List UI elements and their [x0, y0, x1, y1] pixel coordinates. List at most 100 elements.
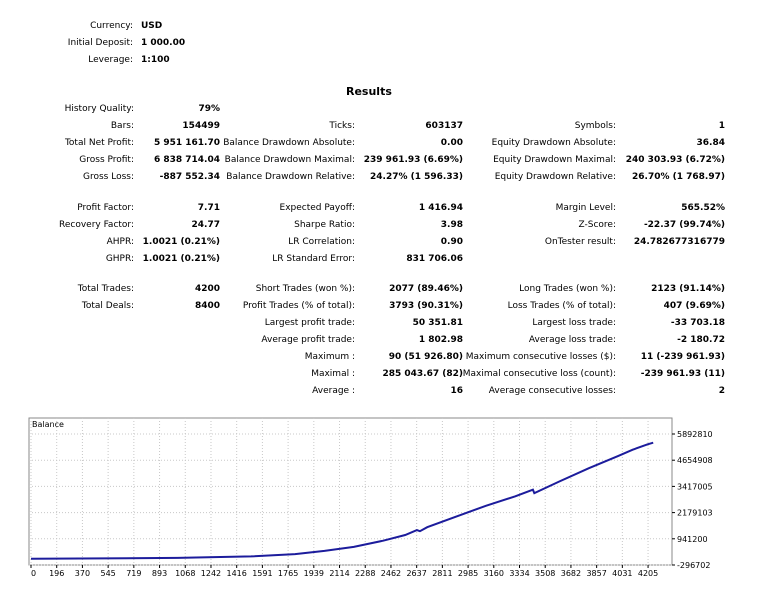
- x-tick-label: 3508: [535, 569, 555, 578]
- y-axis-ticks: 5892810 4654908 3417005 2179103 941200 -29670…: [672, 430, 713, 570]
- x-tick-label: 1416: [227, 569, 247, 578]
- expected-payoff-label: Expected Payoff:: [279, 203, 355, 213]
- largest-loss-value: -33 703.18: [670, 318, 725, 328]
- y-tick-label: 5892810: [677, 430, 713, 439]
- x-tick-label: 3857: [586, 569, 606, 578]
- x-tick-label: 370: [75, 569, 90, 578]
- x-tick-label: 2985: [458, 569, 478, 578]
- x-tick-label: 2462: [381, 569, 401, 578]
- y-tick-label: 2179103: [677, 509, 713, 518]
- lr-correlation-value: 0.90: [440, 237, 463, 247]
- z-score-value: -22.37 (99.74%): [643, 220, 725, 230]
- equity-dd-max-value: 240 303.93 (6.72%): [625, 155, 725, 165]
- balance-dd-max-label: Balance Drawdown Maximal:: [224, 155, 355, 165]
- total-net-profit-label: Total Net Profit:: [64, 138, 134, 148]
- x-tick-label: 1242: [201, 569, 221, 578]
- x-tick-label: 4031: [612, 569, 632, 578]
- currency-label: Currency:: [90, 21, 133, 31]
- expected-payoff-value: 1 416.94: [418, 203, 463, 213]
- gross-loss-value: -887 552.34: [159, 172, 220, 182]
- ahpr-label: AHPR:: [106, 237, 134, 247]
- gross-profit-label: Gross Profit:: [79, 155, 134, 165]
- chart-title: Balance: [32, 420, 64, 429]
- x-tick-label: 893: [152, 569, 167, 578]
- bars-value: 154499: [182, 121, 220, 131]
- chart-frame: [28, 417, 673, 566]
- max-consec-losses-label: Maximum consecutive losses ($):: [465, 352, 616, 362]
- max-consec-losses-value: 11 (-239 961.93): [640, 352, 725, 362]
- y-tick-label: 4654908: [677, 456, 713, 465]
- x-tick-label: 2637: [406, 569, 426, 578]
- sharpe-ratio-value: 3.98: [440, 220, 463, 230]
- leverage-value: 1:100: [141, 55, 170, 65]
- avg-consec-wins-value: 16: [450, 386, 463, 396]
- loss-trades-label: Loss Trades (% of total):: [507, 301, 616, 311]
- profit-trades-value: 3793 (90.31%): [389, 301, 463, 311]
- avg-loss-value: -2 180.72: [677, 335, 725, 345]
- initial-deposit-label: Initial Deposit:: [67, 38, 133, 48]
- x-tick-label: 1765: [278, 569, 298, 578]
- maximal-consec-loss-label: Maximal consecutive loss (count):: [462, 369, 616, 379]
- total-trades-label: Total Trades:: [77, 284, 134, 294]
- short-trades-value: 2077 (89.46%): [389, 284, 463, 294]
- y-tick-label: 941200: [677, 535, 708, 544]
- total-net-profit-value: 5 951 161.70: [153, 138, 220, 148]
- x-tick-label: 3160: [484, 569, 504, 578]
- x-axis-ticks: 0 196 370 545 719 893 1068 1242 1416 1591 1765 1939…: [30, 565, 658, 578]
- ghpr-label: GHPR:: [105, 254, 134, 264]
- largest-profit-value: 50 351.81: [412, 318, 463, 328]
- ahpr-value: 1.0021 (0.21%): [142, 237, 220, 247]
- x-tick-label: 3334: [509, 569, 529, 578]
- avg-consec-wins-label: Average :: [312, 386, 355, 396]
- y-tick-label: 3417005: [677, 482, 713, 491]
- currency-value: USD: [141, 21, 163, 31]
- symbols-label: Symbols:: [574, 121, 616, 131]
- ticks-label: Ticks:: [329, 121, 355, 131]
- ontester-label: OnTester result:: [544, 237, 616, 247]
- x-tick-label: 1591: [252, 569, 272, 578]
- avg-profit-label: Average profit trade:: [261, 335, 355, 345]
- x-tick-label: 545: [100, 569, 115, 578]
- x-tick-label: 3682: [561, 569, 581, 578]
- maximal-consec-profit-value: 285 043.67 (82): [382, 369, 463, 379]
- profit-factor-label: Profit Factor:: [77, 203, 134, 213]
- total-trades-value: 4200: [194, 284, 220, 294]
- margin-level-value: 565.52%: [681, 203, 725, 213]
- x-tick-label: 196: [49, 569, 64, 578]
- ghpr-value: 1.0021 (0.21%): [142, 254, 220, 264]
- leverage-label: Leverage:: [88, 55, 133, 65]
- equity-dd-rel-label: Equity Drawdown Relative:: [494, 172, 616, 182]
- balance-series-line: [30, 441, 654, 560]
- y-tick-label: -296702: [677, 561, 710, 570]
- largest-loss-label: Largest loss trade:: [532, 318, 616, 328]
- maximal-consec-profit-label: Maximal :: [311, 369, 355, 379]
- symbols-value: 1: [718, 121, 725, 131]
- sharpe-ratio-label: Sharpe Ratio:: [294, 220, 355, 230]
- x-tick-label: 4205: [638, 569, 658, 578]
- avg-loss-label: Average loss trade:: [528, 335, 616, 345]
- x-tick-label: 2288: [355, 569, 375, 578]
- profit-factor-value: 7.71: [197, 203, 220, 213]
- balance-dd-rel-label: Balance Drawdown Relative:: [226, 172, 355, 182]
- max-consec-wins-label: Maximum :: [304, 352, 355, 362]
- equity-dd-max-label: Equity Drawdown Maximal:: [493, 155, 616, 165]
- equity-dd-rel-value: 26.70% (1 768.97): [632, 172, 725, 182]
- x-tick-label: 2114: [329, 569, 349, 578]
- maximal-consec-loss-value: -239 961.93 (11): [640, 369, 725, 379]
- avg-profit-value: 1 802.98: [418, 335, 463, 345]
- avg-consec-losses-value: 2: [718, 386, 725, 396]
- avg-consec-losses-label: Average consecutive losses:: [488, 386, 616, 396]
- lr-std-error-label: LR Standard Error:: [272, 254, 355, 264]
- equity-dd-abs-label: Equity Drawdown Absolute:: [491, 138, 616, 148]
- results-title: Results: [346, 85, 392, 98]
- z-score-label: Z-Score:: [578, 220, 617, 230]
- x-tick-label: 719: [126, 569, 141, 578]
- x-tick-label: 2811: [432, 569, 452, 578]
- largest-profit-label: Largest profit trade:: [264, 318, 355, 328]
- short-trades-label: Short Trades (won %):: [255, 284, 355, 294]
- gross-loss-label: Gross Loss:: [83, 172, 134, 182]
- initial-deposit-value: 1 000.00: [141, 38, 186, 48]
- equity-dd-abs-value: 36.84: [696, 138, 725, 148]
- x-tick-label: 1939: [304, 569, 324, 578]
